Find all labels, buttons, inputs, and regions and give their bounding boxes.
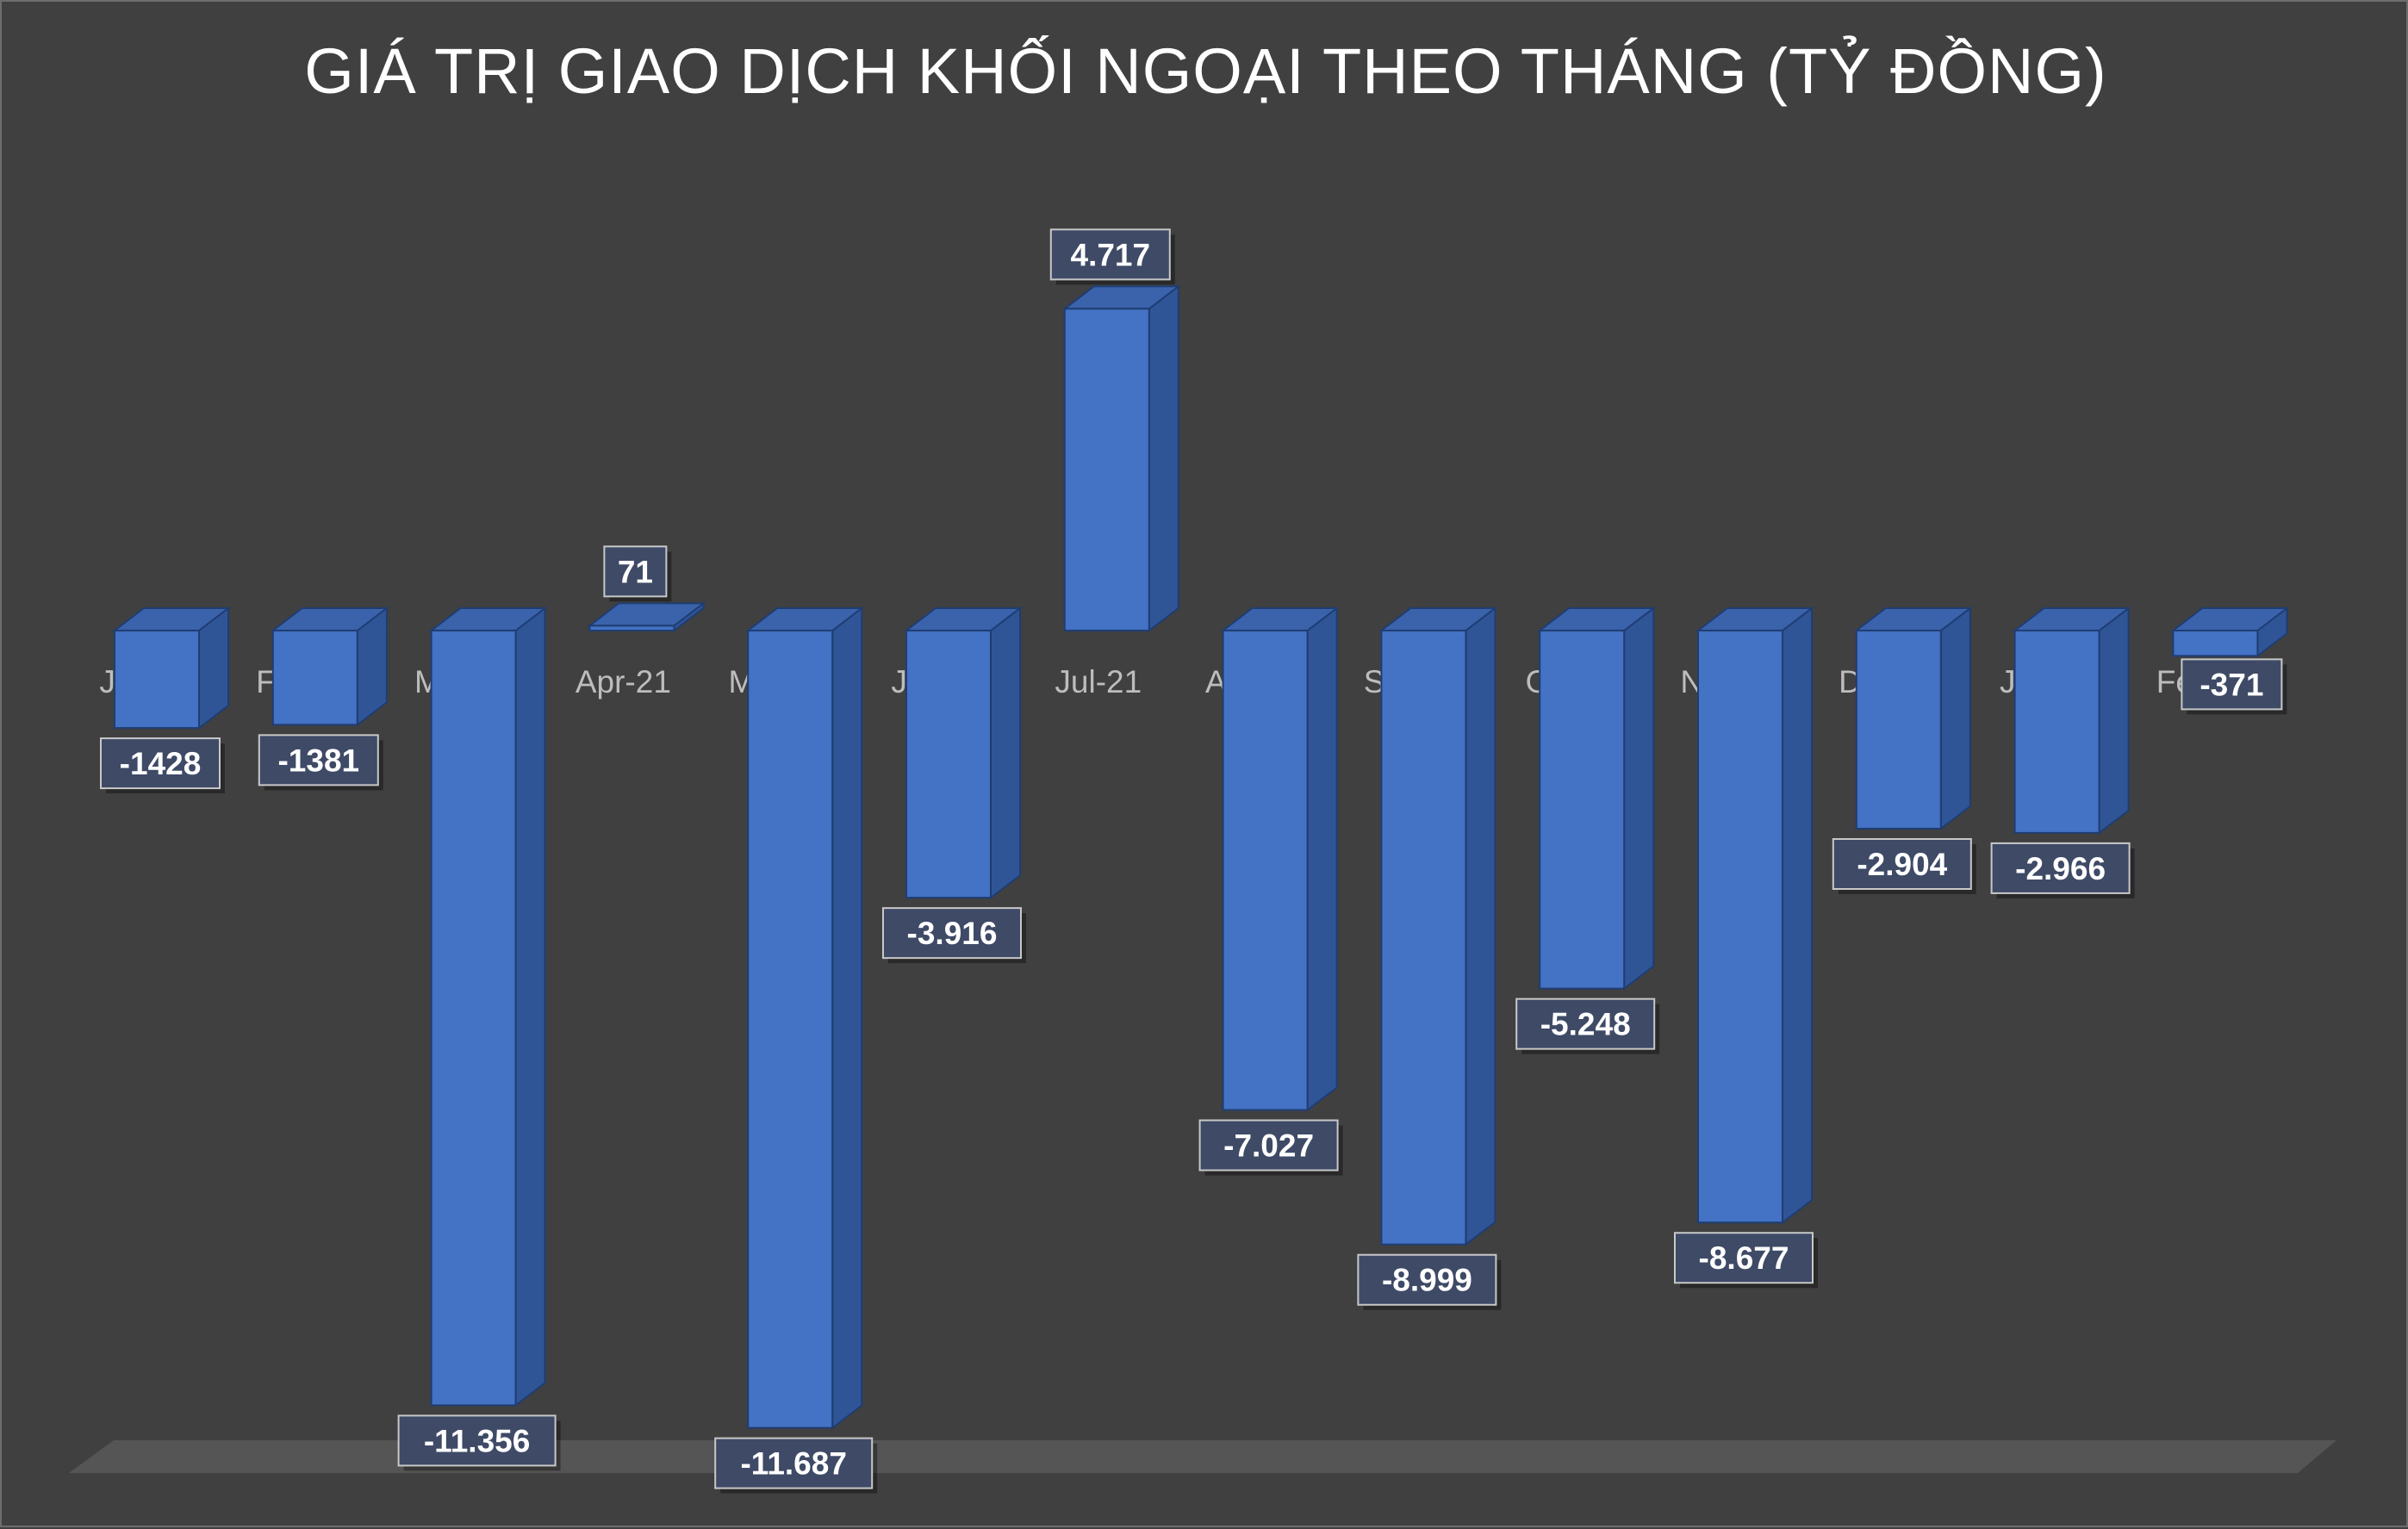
- bar: [588, 625, 675, 631]
- bar: [747, 630, 834, 1429]
- bar-top: [587, 602, 706, 627]
- category-label: Apr-21: [576, 664, 671, 699]
- value-label-box: [258, 734, 379, 786]
- bar: [1063, 308, 1150, 631]
- bar: [430, 630, 517, 1407]
- value-label-box: [1832, 837, 1972, 890]
- bar-side: [831, 606, 863, 1430]
- bar: [2172, 630, 2259, 657]
- value-label-box: [1674, 1232, 1814, 1284]
- value-label-box: [2181, 658, 2283, 711]
- bar: [114, 630, 200, 730]
- bar-side: [1148, 284, 1179, 633]
- bar: [1539, 630, 1626, 990]
- bar-side: [1465, 606, 1496, 1246]
- bar: [271, 630, 358, 726]
- value-label: -2.904: [1857, 847, 1947, 882]
- value-label: -1381: [277, 743, 359, 778]
- bar-side: [514, 606, 546, 1408]
- value-label-box: [1049, 228, 1171, 281]
- bar-side: [990, 606, 1021, 900]
- chart-title: GIÁ TRỊ GIAO DỊCH KHỐI NGOẠI THEO THÁNG …: [304, 35, 2107, 107]
- value-label: -3.916: [907, 916, 998, 951]
- value-label: -7.027: [1223, 1128, 1314, 1164]
- value-label-box: [1357, 1253, 1497, 1306]
- category-label: Jul-21: [1055, 664, 1142, 699]
- value-label: 71: [618, 554, 653, 589]
- value-label: -8.999: [1382, 1263, 1472, 1298]
- bar: [2013, 630, 2100, 834]
- value-label: -5.248: [1540, 1007, 1631, 1042]
- value-label: -11.356: [424, 1423, 530, 1458]
- bar-side: [1623, 606, 1655, 991]
- bar: [1222, 630, 1309, 1111]
- bar: [1697, 630, 1783, 1224]
- value-label-box: [1198, 1119, 1339, 1172]
- chart-floor: [69, 1440, 2336, 1473]
- value-label: 4.717: [1071, 237, 1151, 272]
- value-label-box: [1515, 998, 1656, 1050]
- value-label: -2.966: [2015, 851, 2106, 886]
- bar-side: [1782, 606, 1813, 1225]
- value-label: -371: [2200, 667, 2263, 702]
- bar: [905, 630, 992, 899]
- value-label-box: [1990, 842, 2131, 894]
- bar: [1855, 630, 1942, 830]
- value-label-box: [882, 907, 1022, 960]
- bar-side: [1939, 606, 1971, 831]
- value-label-box: [603, 545, 668, 598]
- value-label: -8.677: [1699, 1240, 1789, 1276]
- bar: [1380, 630, 1467, 1246]
- value-label: -11.687: [740, 1446, 846, 1482]
- value-label-box: [397, 1414, 557, 1467]
- value-label-box: [714, 1437, 874, 1489]
- value-label-box: [100, 737, 221, 790]
- value-label: -1428: [120, 746, 202, 781]
- bar-side: [2098, 606, 2130, 835]
- bar-side: [1306, 606, 1338, 1112]
